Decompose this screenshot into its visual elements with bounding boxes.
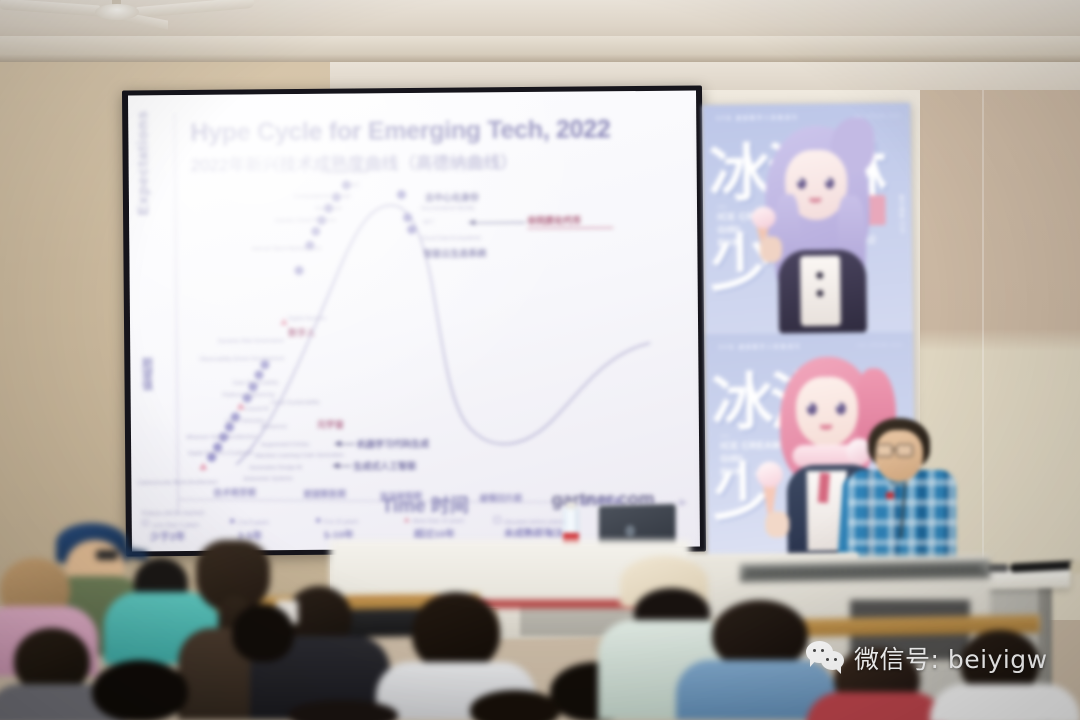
tech-label: Dynamic Risk Governance (217, 338, 285, 345)
watermark: 微信号: beiyigw (806, 640, 1048, 676)
audience-head (14, 628, 90, 694)
annotation-arrow (333, 465, 352, 467)
tech-label: Metaverse (260, 424, 288, 431)
annotation-cn: 数字人 (288, 327, 316, 339)
poster-top: CFB 虚拟数字人形象设计 ICE CREAM 2022 冰淇淋少 — ICE … (702, 102, 913, 335)
poster-dash: — (717, 200, 727, 212)
audience-torso (930, 684, 1080, 720)
poster-dash: — (720, 429, 730, 441)
annotation-cn: 智能云生态系统 (423, 248, 487, 259)
bottle-cap (566, 502, 576, 509)
legend-item-cn: 少于2年 (149, 532, 186, 544)
phase-label: 泡沫破裂期 (379, 490, 423, 502)
tech-label: Computational Storage (293, 193, 351, 201)
audience-head (232, 604, 294, 662)
glasses-icon (876, 444, 916, 457)
ceiling-beam (0, 36, 1080, 62)
tech-label: Superapps (314, 205, 343, 212)
legend-title: Plateau will be reached: (141, 510, 206, 518)
poster-topline: CFB 虚拟数字人形象设计 (719, 344, 802, 352)
annotation-cn: 生成式人工智能 (353, 460, 417, 472)
wechat-icon (806, 641, 846, 675)
poster-topline: CFB 虚拟数字人形象设计 (716, 115, 800, 123)
hype-cycle-curve (235, 204, 651, 466)
microphone-base (986, 564, 1008, 572)
phase-label: 期望膨胀期 (303, 488, 347, 499)
tech-label: Machine Learning Code Generation (255, 452, 344, 460)
phase-label: 缓慢回升期 (479, 493, 523, 504)
projection-screen: Hype Cycle for Emerging Tech, 2022 2022年… (121, 85, 707, 557)
audience-head (412, 592, 500, 672)
audience-torso (806, 692, 946, 720)
tech-label: Foundation Models (321, 169, 369, 176)
tech-label: Augmented FinOps (261, 441, 310, 449)
audience-head (92, 660, 188, 720)
legend-triangle-icon (403, 517, 410, 523)
tech-label: Platform Engineering (222, 392, 275, 399)
tech-label: Autonomic Systems (243, 476, 293, 483)
tech-label: Cloud Sustainability (270, 399, 320, 407)
tech-label: Minimum Viable Architecture (186, 434, 258, 441)
audience-head (712, 600, 808, 670)
tech-label: Digital Twin of a Customer (187, 450, 254, 457)
phase-label: 技术萌芽期 (213, 487, 257, 498)
tech-dot (294, 265, 304, 276)
ceiling-fan-icon (95, 4, 139, 20)
annotation-cn: 非同质化代币 (527, 215, 582, 227)
annotation-cn: 机器学习代码生成 (357, 438, 430, 450)
legend-item: 5 to 10 years (315, 517, 358, 526)
legend-dot-icon (229, 518, 235, 524)
tech-label: Data Observability (232, 380, 279, 387)
legend-item-cn: 未成熟即淘汰 (503, 528, 564, 541)
annotation-cn: 去中心化身份 (424, 192, 479, 203)
watermark-text: 微信号: beiyigw (854, 645, 1048, 674)
tech-label: Internal Talent Marketplaces (251, 245, 322, 253)
tech-label: Observability-Driven Development (199, 356, 285, 363)
tech-label: Cloud Data Ecosystems (421, 235, 482, 242)
tech-dot (396, 190, 406, 200)
legend-item: 2 to 5 years (229, 518, 269, 527)
slide-content: Hype Cycle for Emerging Tech, 2022 2022年… (128, 91, 700, 552)
tech-dot-obsolete (279, 318, 289, 326)
annotation-arrow (335, 443, 356, 445)
legend-dot-icon (141, 519, 149, 527)
legend-x-icon (493, 516, 501, 524)
tech-label: Generative Design AI (249, 464, 303, 472)
poster-corner-text: ICE CREAM 2022 (856, 341, 904, 348)
tech-dot-obsolete (199, 462, 208, 470)
tech-label: NFT (423, 219, 435, 226)
tech-label: Open Telemetry (225, 418, 265, 425)
projected-slide: Hype Cycle for Emerging Tech, 2022 2022年… (128, 90, 700, 552)
tech-label: Cybersecurity Mesh Architecture (137, 479, 218, 487)
tech-dot (254, 370, 264, 380)
legend-item-cn: 超过10年 (413, 529, 456, 542)
annotation-cn: 元宇宙 (316, 419, 344, 430)
y-axis-label: Expectations (134, 109, 153, 216)
microphone-foam (1069, 560, 1080, 574)
glasses-icon (96, 550, 118, 560)
tech-label: Web3 (344, 182, 359, 189)
speaker-badge (886, 492, 894, 499)
tech-label: Digital Humans (287, 315, 326, 323)
tech-dot (403, 213, 413, 223)
board-rail (350, 600, 680, 608)
legend-item: More than 10 years (403, 517, 464, 526)
tech-label: Industry Cloud Platforms (274, 217, 337, 225)
tech-label: Causal AI (244, 406, 269, 413)
wechat-bubble-small (821, 651, 844, 674)
tech-label: Decentralized Identity (420, 205, 475, 212)
tech-dot (311, 226, 321, 236)
audience-head (288, 700, 398, 720)
legend-dot-icon (315, 517, 321, 523)
poster-seal-text: 数字偶像 EVA (898, 194, 905, 234)
tech-dot (407, 224, 417, 235)
apple-logo-icon (625, 525, 636, 537)
audience-head (470, 690, 560, 720)
